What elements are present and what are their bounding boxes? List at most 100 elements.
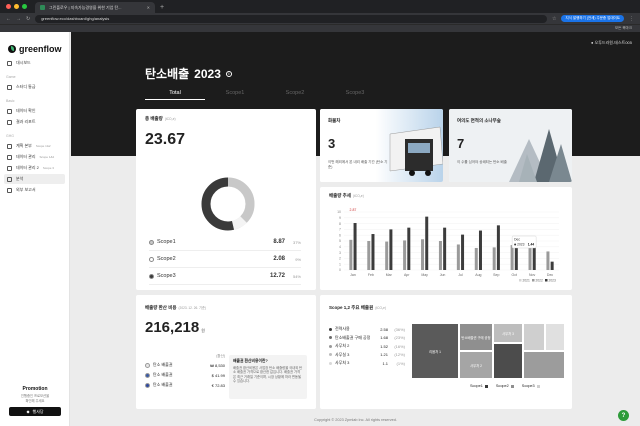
translate-pill[interactable]: 지식 발행하기 (전세) 주문중 업데이트 <box>561 15 624 22</box>
bar-2022-jan[interactable] <box>349 239 353 270</box>
page-title: 탄소배출 2023 i <box>145 65 232 82</box>
conversion-cost-card: 배출량 환산 비용 (2023. 12. 26. 기준) 216,218 원 (환… <box>136 295 316 409</box>
sidebar-item[interactable]: 데이터 확인 <box>4 106 65 116</box>
scope-name: Scope1 <box>157 239 176 245</box>
source-row[interactable]: 사무실 3 1.21 (12%) <box>329 351 405 360</box>
all-bookmarks[interactable]: 모든 북마크 <box>614 26 632 30</box>
bar-2023-aug[interactable] <box>478 230 482 270</box>
donut-slice-scope3[interactable] <box>201 177 255 231</box>
forward-icon[interactable]: → <box>16 15 21 22</box>
source-row[interactable]: 탄소배출권 구매 공정 1.68 (23%) <box>329 334 405 343</box>
minimize-window-button[interactable] <box>14 4 19 9</box>
sidebar-item[interactable]: 분석 <box>4 174 65 184</box>
maximize-window-button[interactable] <box>22 4 27 9</box>
y-tick-label: 5 <box>339 239 341 243</box>
bar-2023-nov[interactable] <box>532 244 536 270</box>
legend-label: 2022 <box>536 278 544 282</box>
help-icon: ? <box>621 412 626 419</box>
scope-name: Scope3 <box>157 273 176 279</box>
scope-value: 2.08 <box>273 256 285 262</box>
x-tick-label: Oct <box>511 273 516 277</box>
tab-scope2[interactable]: Scope2 <box>285 90 305 96</box>
user-menu[interactable]: ● 오투드라원-테스트005 <box>591 40 632 46</box>
sidebar-item[interactable]: 대시보드 <box>4 58 65 68</box>
bar-2022-aug[interactable] <box>474 247 478 270</box>
bar-2022-dec[interactable] <box>546 251 550 270</box>
bar-2023-sep[interactable] <box>496 225 500 270</box>
close-tab-icon[interactable]: ✕ <box>146 5 150 10</box>
bar-2022-nov[interactable] <box>528 247 532 270</box>
tab-scope1[interactable]: Scope1 <box>225 90 245 96</box>
bar-2022-sep[interactable] <box>492 247 496 270</box>
treemap-block[interactable]: 사무처 2 <box>459 351 493 379</box>
sidebar-item-label: 외부 보고서 <box>16 187 36 192</box>
treemap-block-label: 사무처 2 <box>470 363 482 368</box>
treemap-block[interactable] <box>493 343 523 379</box>
sidebar-item[interactable]: 외부 보고서 <box>4 185 65 195</box>
source-pct: (12%) <box>394 352 405 358</box>
sidebar-item[interactable]: 계획 본부 Scope 1&2 <box>4 141 65 151</box>
promotion-button[interactable]: ◆ 행사당 <box>9 407 61 416</box>
bar-2023-feb[interactable] <box>371 234 375 270</box>
source-row[interactable]: 전력사용 2.58 (36%) <box>329 325 405 334</box>
bar-2022-feb[interactable] <box>367 241 371 270</box>
page-year[interactable]: 2023 <box>194 66 221 81</box>
source-swatch-icon <box>329 353 332 357</box>
bar-2022-mar[interactable] <box>385 241 389 270</box>
close-window-button[interactable] <box>6 4 11 9</box>
treemap-block[interactable]: 탄소배출권 구매 공정 <box>459 323 493 351</box>
new-tab-button[interactable]: + <box>160 4 165 11</box>
legend-swatch-icon <box>545 279 548 282</box>
sidebar-item[interactable]: 스터디 통금 <box>4 82 65 92</box>
treemap-block[interactable] <box>545 323 565 351</box>
page-footer: Copyright © 2023 Zpmlab Inc. All rights … <box>314 418 397 422</box>
reload-icon[interactable]: ↻ <box>26 15 31 22</box>
bar-2023-may[interactable] <box>425 216 429 270</box>
back-icon[interactable]: ← <box>6 15 11 22</box>
leaf-logo-icon <box>8 45 16 53</box>
legend-swatch-icon <box>536 384 540 388</box>
conversion-row: 탄소 배출권 $ 41.99 <box>145 370 225 380</box>
bar-2023-oct[interactable] <box>514 246 518 270</box>
treemap-block[interactable]: 사무처 3 <box>493 323 523 343</box>
bar-2023-jul[interactable] <box>461 234 465 270</box>
conversion-info-title: 배출권 환산비용이란? <box>233 359 268 363</box>
source-value: 1.52 <box>380 343 388 349</box>
info-icon[interactable]: i <box>225 70 232 77</box>
bar-2023-jun[interactable] <box>443 227 447 270</box>
bar-2023-jan[interactable] <box>353 223 357 270</box>
bar-2023-mar[interactable] <box>389 229 393 270</box>
scope-name: Scope2 <box>157 256 176 262</box>
nav-group: 대시보드 <box>0 58 69 68</box>
total-card-unit: (tCO₂e) <box>164 117 176 121</box>
sidebar-item[interactable]: 데이터 관리 Scope 1&2 <box>4 152 65 162</box>
treemap-block[interactable] <box>523 351 565 379</box>
sidebar-item[interactable]: 데이터 관리 2 Scope 3 <box>4 163 65 173</box>
bar-2023-dec[interactable] <box>550 261 554 270</box>
bar-2022-oct[interactable] <box>510 245 514 270</box>
bar-2022-apr[interactable] <box>403 240 407 270</box>
treemap-legend: Scope1 Scope2 Scope3 <box>470 384 540 388</box>
conversion-rows: (환산) 탄소 배출권 ₩ 8,530 탄소 배출권 $ 41.99 탄소 배출권 € 7… <box>145 354 225 390</box>
bookmark-star-icon[interactable]: ☆ <box>551 15 557 22</box>
bar-2023-apr[interactable] <box>407 227 411 270</box>
conversion-row-value: ₩ 8,530 <box>210 362 225 368</box>
address-bar[interactable]: greenflow.eco/dashboard/ghg/analysis <box>35 14 547 23</box>
bar-2022-jul[interactable] <box>456 244 460 270</box>
menu-kebab-icon[interactable]: ⋮ <box>629 15 634 22</box>
treemap-block[interactable]: 리움처 1 <box>411 323 459 379</box>
bar-2022-may[interactable] <box>421 239 425 270</box>
tab-total[interactable]: Total <box>145 90 205 100</box>
browser-tab[interactable]: 그린플로우 | 지속가능경영을 위한 기업 탄... ✕ <box>35 2 155 13</box>
source-row[interactable]: 사무처 2 1.52 (16%) <box>329 342 405 351</box>
treemap-block[interactable] <box>523 323 545 351</box>
bar-2022-jun[interactable] <box>438 241 442 270</box>
help-button[interactable]: ? <box>618 410 629 421</box>
sidebar-item[interactable]: 결과 리포트 <box>4 117 65 127</box>
db-icon <box>7 154 12 160</box>
brand-logo[interactable]: greenflow <box>0 32 69 54</box>
source-row[interactable]: 사무처 3 1.1 (1%) <box>329 359 405 368</box>
tab-scope3[interactable]: Scope3 <box>345 90 365 96</box>
tooltip-month: Dec <box>514 238 520 242</box>
